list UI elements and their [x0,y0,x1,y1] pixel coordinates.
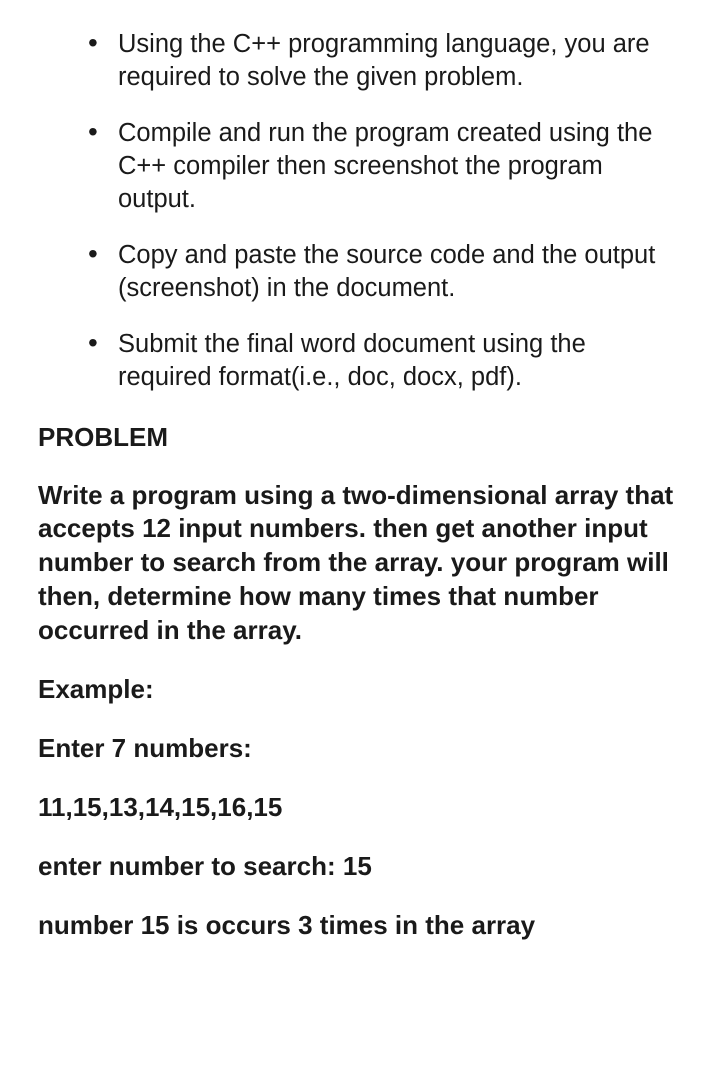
example-label: Example: [38,674,682,705]
problem-description: Write a program using a two-dimensional … [38,479,682,648]
instruction-item: Submit the final word document using the… [92,328,682,393]
example-numbers: 11,15,13,14,15,16,15 [38,792,682,823]
example-prompt-numbers: Enter 7 numbers: [38,733,682,764]
example-search-prompt: enter number to search: 15 [38,851,682,882]
example-result: number 15 is occurs 3 times in the array [38,910,682,941]
instruction-list: Using the C++ programming language, you … [92,28,682,394]
instruction-item: Compile and run the program created usin… [92,117,682,215]
instruction-item: Copy and paste the source code and the o… [92,239,682,304]
problem-heading: PROBLEM [38,422,682,453]
instruction-item: Using the C++ programming language, you … [92,28,682,93]
